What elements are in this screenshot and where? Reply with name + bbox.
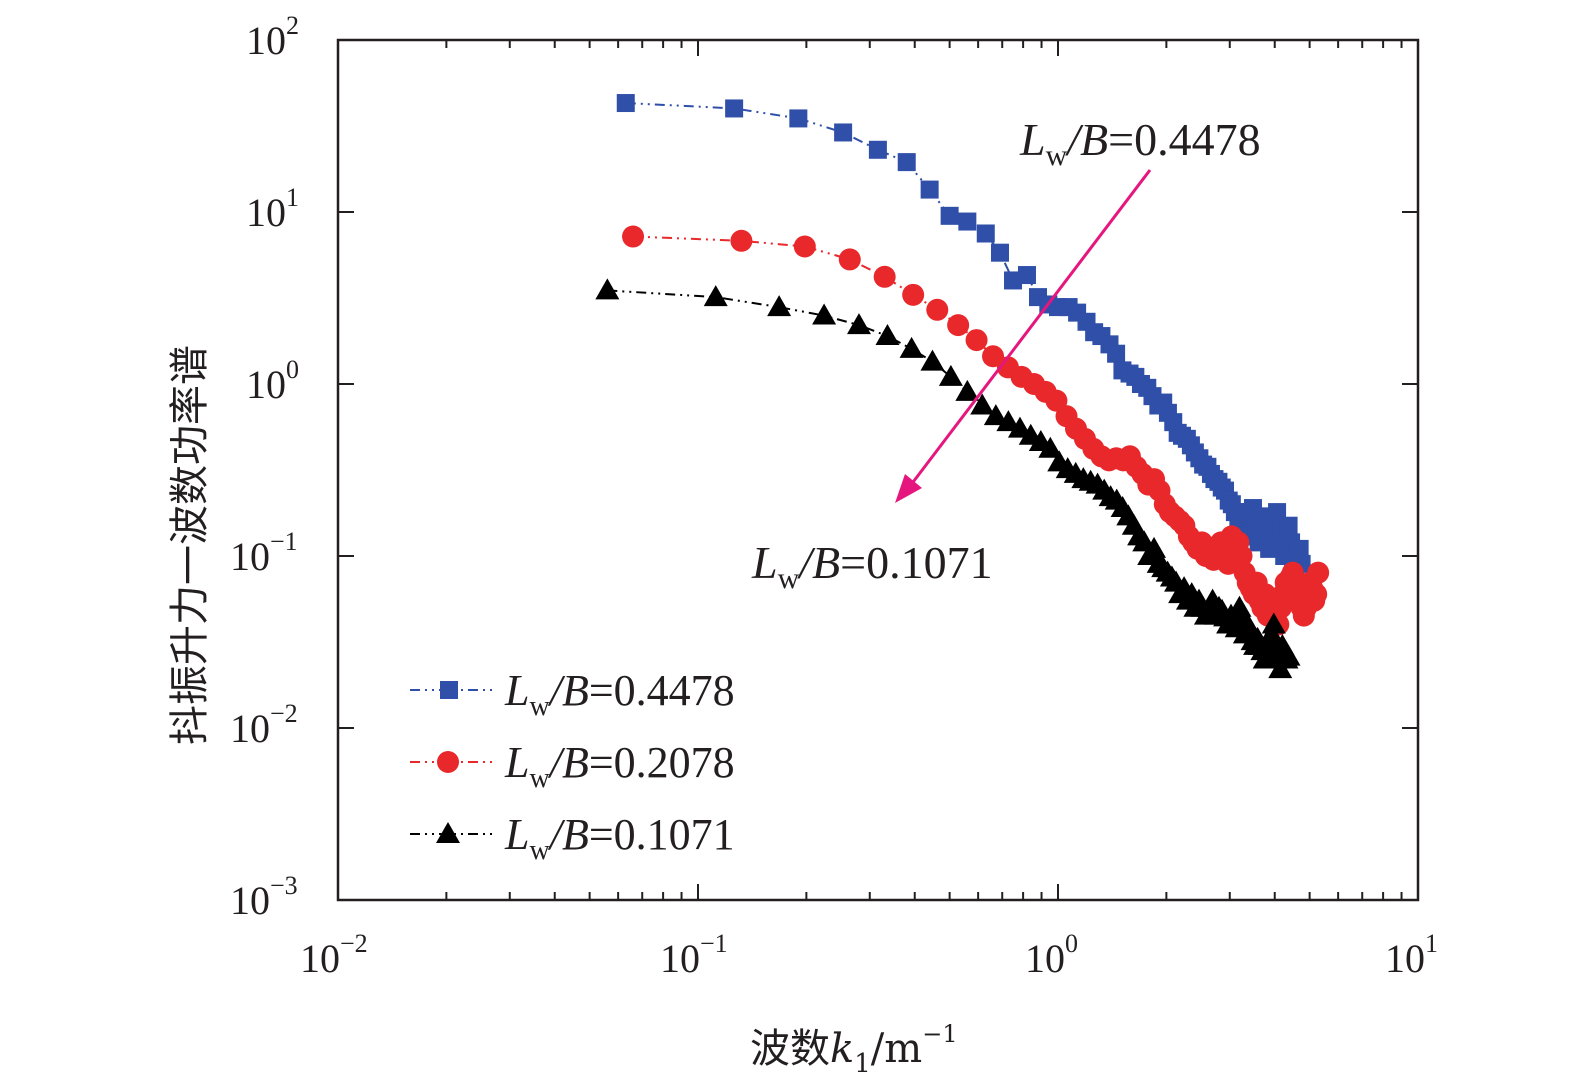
data-point-square	[1268, 503, 1287, 522]
data-point-triangle	[1227, 595, 1252, 617]
data-point-triangle	[846, 313, 871, 335]
trend-arrow-line	[902, 169, 1152, 495]
data-point-square	[897, 153, 916, 172]
plot-frame	[336, 38, 1420, 902]
data-point-triangle	[955, 379, 980, 401]
legend-label: Lw/B=0.4478	[504, 666, 735, 722]
x-tick-label-0: 10−2	[300, 929, 368, 981]
data-point-square	[940, 206, 959, 225]
data-point-square	[1004, 271, 1023, 290]
data-point-triangle	[1261, 612, 1286, 634]
data-point-circle	[902, 283, 925, 306]
data-point-square	[920, 180, 939, 199]
data-point-circle	[947, 314, 970, 337]
data-point-circle	[926, 298, 949, 321]
data-point-triangle	[767, 295, 792, 317]
data-point-circle	[622, 225, 645, 248]
data-point-circle	[965, 329, 988, 352]
legend-item-1: Lw/B=0.2078	[410, 738, 735, 794]
data-point-triangle	[1142, 536, 1167, 558]
trend-arrow	[895, 169, 1152, 503]
x-tick-labels: 10−2 10−1 100 101	[300, 929, 1438, 981]
x-tick-label-2: 100	[1025, 929, 1078, 981]
data-point-square	[789, 109, 808, 128]
data-point-triangle	[875, 324, 900, 346]
data-point-triangle	[812, 303, 837, 325]
legend-marker-square	[440, 681, 458, 699]
data-point-square	[958, 212, 977, 231]
data-point-square	[990, 243, 1009, 262]
trend-arrow-head	[895, 474, 922, 503]
series-1	[622, 225, 1330, 636]
legend-label: Lw/B=0.2078	[504, 738, 735, 794]
data-point-square	[1290, 539, 1309, 558]
annotation-lower: Lw/B=0.1071	[751, 537, 993, 595]
data-point-triangle	[1038, 436, 1063, 458]
data-point-circle	[793, 235, 816, 258]
data-point-triangle	[1276, 644, 1301, 666]
y-tick-label-5: 102	[246, 11, 299, 63]
y-tick-label-4: 101	[246, 183, 299, 235]
y-tick-labels: 10−3 10−2 10−1 100 101 102	[230, 11, 299, 923]
data-point-circle	[1230, 545, 1253, 567]
plot-area	[595, 94, 1330, 679]
data-point-square	[976, 224, 995, 243]
x-tick-label-1: 10−1	[660, 929, 728, 981]
legend-label: Lw/B=0.1071	[504, 810, 735, 866]
y-tick-label-1: 10−2	[230, 699, 298, 751]
legend-marker-triangle	[436, 822, 460, 843]
data-point-circle	[838, 248, 861, 271]
legend: Lw/B=0.4478 Lw/B=0.2078 Lw/B=0.1071	[410, 666, 735, 866]
data-point-square	[1279, 516, 1298, 535]
data-point-square	[616, 94, 635, 113]
data-point-square	[725, 99, 744, 118]
data-point-triangle	[899, 336, 924, 358]
data-point-triangle	[996, 410, 1021, 432]
data-point-triangle	[703, 285, 728, 307]
annotation-upper: Lw/B=0.4478	[1019, 114, 1261, 172]
series-0	[616, 94, 1311, 582]
series-2	[595, 278, 1301, 679]
y-axis-title: 抖振升力一波数功率谱	[167, 345, 213, 745]
data-point-square	[834, 123, 853, 142]
x-axis-title: 波数k1/m−1	[750, 1020, 958, 1079]
x-tick-label-3: 101	[1385, 929, 1438, 981]
y-tick-label-0: 10−3	[230, 871, 298, 923]
data-point-circle	[1045, 389, 1068, 412]
y-tick-label-2: 10−1	[230, 527, 298, 579]
legend-marker-circle	[437, 751, 459, 773]
data-point-circle	[873, 265, 896, 288]
data-point-triangle	[595, 278, 620, 300]
data-point-square	[868, 140, 887, 159]
legend-item-2: Lw/B=0.1071	[410, 810, 735, 866]
data-point-square	[1107, 344, 1126, 363]
y-tick-label-3: 100	[246, 355, 299, 407]
data-point-square	[1017, 266, 1036, 285]
data-point-triangle	[970, 393, 995, 415]
data-point-triangle	[983, 404, 1008, 426]
data-point-triangle	[938, 364, 963, 386]
data-point-circle	[730, 229, 753, 252]
legend-item-0: Lw/B=0.4478	[410, 666, 735, 722]
data-point-circle	[1307, 561, 1330, 584]
data-point-circle	[1305, 583, 1328, 606]
data-point-triangle	[920, 349, 945, 371]
